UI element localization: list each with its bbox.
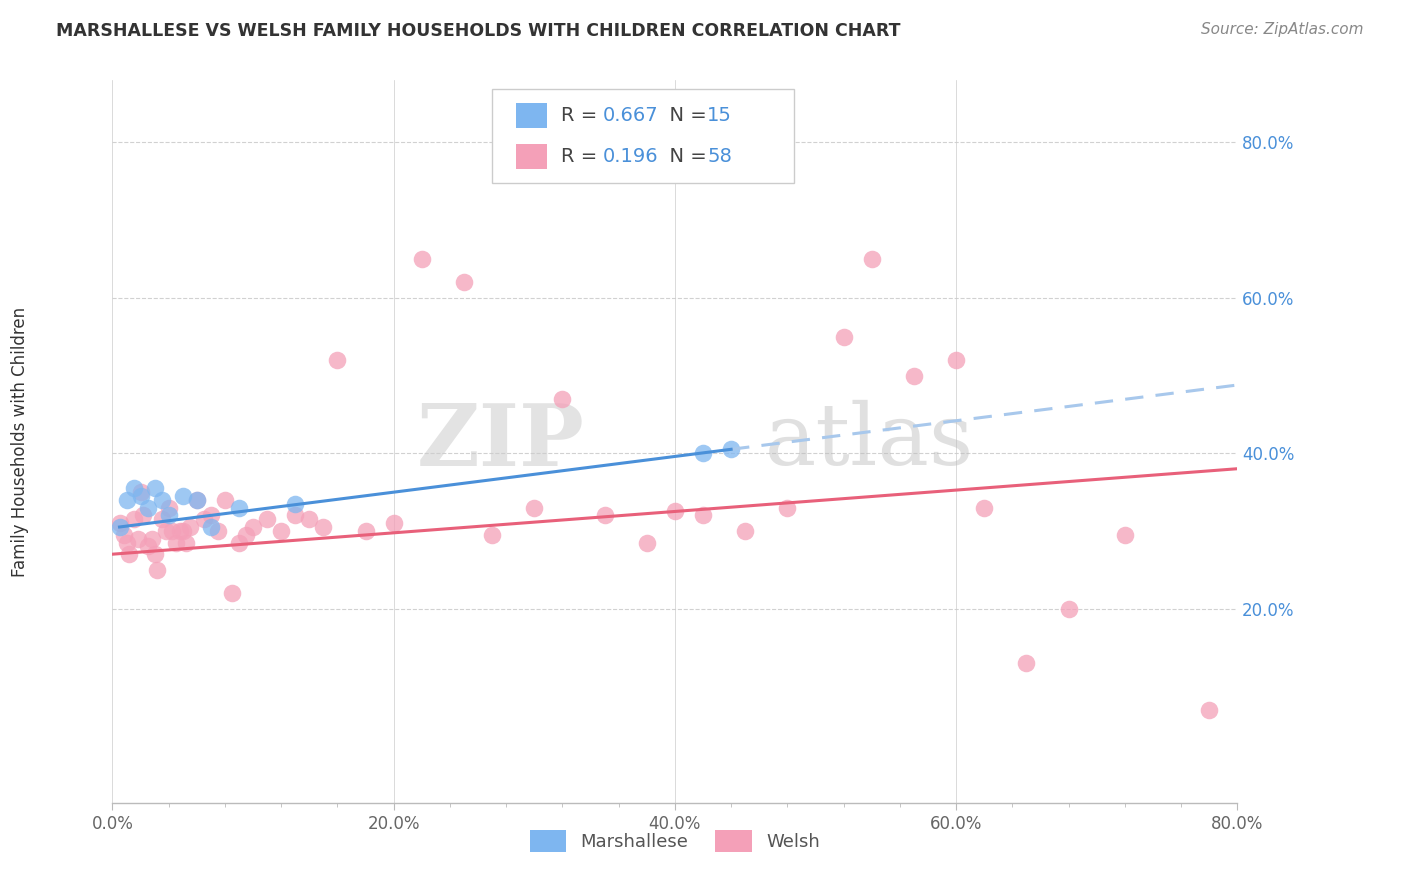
Point bbox=[172, 489, 194, 503]
Point bbox=[734, 524, 756, 538]
Point bbox=[720, 442, 742, 457]
Point bbox=[354, 524, 377, 538]
Point bbox=[186, 492, 208, 507]
Text: 0.196: 0.196 bbox=[603, 146, 659, 166]
Point bbox=[692, 508, 714, 523]
Point bbox=[298, 512, 321, 526]
Point bbox=[692, 446, 714, 460]
Point bbox=[832, 329, 855, 343]
Point bbox=[453, 275, 475, 289]
Point bbox=[776, 500, 799, 515]
Point bbox=[155, 524, 177, 538]
Point bbox=[270, 524, 292, 538]
Point bbox=[973, 500, 995, 515]
Point bbox=[108, 520, 131, 534]
Point bbox=[172, 524, 194, 538]
Point bbox=[382, 516, 405, 530]
Point bbox=[129, 485, 152, 500]
Point bbox=[242, 520, 264, 534]
Point bbox=[481, 528, 503, 542]
Point bbox=[165, 535, 187, 549]
Point bbox=[860, 252, 883, 266]
Point bbox=[284, 497, 307, 511]
Point bbox=[1114, 528, 1136, 542]
Point bbox=[146, 563, 169, 577]
Point bbox=[551, 392, 574, 406]
Text: 58: 58 bbox=[707, 146, 733, 166]
Point bbox=[141, 532, 163, 546]
Text: N =: N = bbox=[657, 146, 713, 166]
Point bbox=[945, 353, 967, 368]
Point bbox=[112, 528, 135, 542]
Point bbox=[174, 535, 197, 549]
Text: 15: 15 bbox=[707, 106, 733, 126]
Point bbox=[169, 524, 191, 538]
Point bbox=[411, 252, 433, 266]
Point bbox=[284, 508, 307, 523]
Point bbox=[636, 535, 658, 549]
Point bbox=[256, 512, 278, 526]
Point bbox=[132, 508, 155, 523]
Text: ZIP: ZIP bbox=[418, 400, 585, 483]
Point bbox=[160, 524, 183, 538]
Point bbox=[326, 353, 349, 368]
Point bbox=[193, 512, 215, 526]
Point bbox=[150, 512, 173, 526]
Point bbox=[1198, 702, 1220, 716]
Point bbox=[200, 508, 222, 523]
Legend: Marshallese, Welsh: Marshallese, Welsh bbox=[523, 822, 827, 859]
Point bbox=[186, 492, 208, 507]
Point bbox=[200, 520, 222, 534]
Point bbox=[127, 532, 149, 546]
Text: atlas: atlas bbox=[765, 400, 974, 483]
Point bbox=[179, 520, 201, 534]
Text: N =: N = bbox=[657, 106, 713, 126]
Point bbox=[143, 481, 166, 495]
Point bbox=[214, 492, 236, 507]
Point bbox=[228, 500, 250, 515]
Point bbox=[221, 586, 243, 600]
Text: Source: ZipAtlas.com: Source: ZipAtlas.com bbox=[1201, 22, 1364, 37]
Point bbox=[235, 528, 257, 542]
Point bbox=[593, 508, 616, 523]
Point bbox=[115, 492, 138, 507]
Point bbox=[157, 508, 180, 523]
Point bbox=[1015, 656, 1038, 670]
Point bbox=[129, 489, 152, 503]
Point bbox=[207, 524, 229, 538]
Point bbox=[122, 481, 145, 495]
Point bbox=[228, 535, 250, 549]
Point bbox=[136, 540, 159, 554]
Point bbox=[312, 520, 335, 534]
Point bbox=[150, 492, 173, 507]
Point bbox=[143, 547, 166, 561]
Text: R =: R = bbox=[561, 146, 603, 166]
Point bbox=[523, 500, 546, 515]
Point bbox=[136, 500, 159, 515]
Point bbox=[122, 512, 145, 526]
Point bbox=[115, 535, 138, 549]
Text: MARSHALLESE VS WELSH FAMILY HOUSEHOLDS WITH CHILDREN CORRELATION CHART: MARSHALLESE VS WELSH FAMILY HOUSEHOLDS W… bbox=[56, 22, 901, 40]
Point bbox=[118, 547, 141, 561]
Y-axis label: Family Households with Children: Family Households with Children bbox=[11, 307, 30, 576]
Point bbox=[664, 504, 686, 518]
Point bbox=[108, 516, 131, 530]
Point bbox=[157, 500, 180, 515]
Point bbox=[1057, 601, 1080, 615]
Text: R =: R = bbox=[561, 106, 603, 126]
Point bbox=[903, 368, 925, 383]
Text: 0.667: 0.667 bbox=[603, 106, 659, 126]
